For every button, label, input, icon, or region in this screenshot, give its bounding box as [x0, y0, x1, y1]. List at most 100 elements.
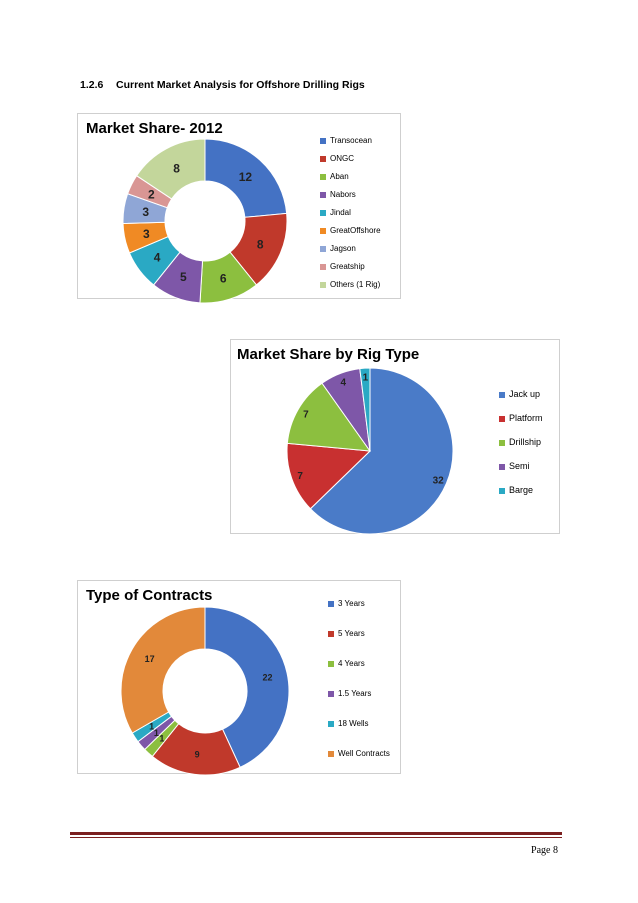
data-label-drillship: 7 — [303, 410, 309, 421]
slice-3-years — [204, 606, 290, 768]
legend-label: Jack up — [509, 389, 541, 399]
slice-transocean — [204, 138, 288, 218]
slice-barge — [359, 367, 371, 452]
legend-label: Semi — [509, 461, 530, 471]
legend-swatch — [328, 750, 334, 757]
legend-label: Aban — [330, 172, 349, 181]
legend-item-ongc: ONGC — [320, 154, 354, 163]
legend-label: Nabors — [330, 190, 356, 199]
data-label-aban: 6 — [220, 271, 227, 285]
chart-title: Market Share- 2012 — [86, 120, 223, 137]
legend-swatch — [320, 191, 326, 198]
legend-swatch — [499, 487, 505, 494]
slice-well-contracts — [120, 606, 206, 734]
data-label-barge: 1 — [363, 373, 369, 384]
legend-label: Drillship — [509, 437, 542, 447]
legend-item-aban: Aban — [320, 172, 349, 181]
legend-label: Barge — [509, 485, 534, 495]
legend-swatch — [320, 263, 326, 270]
legend-item-1-5-years: 1.5 Years — [328, 689, 371, 698]
legend-label: 4 Years — [338, 659, 365, 668]
legend-swatch — [320, 281, 326, 288]
legend-label: 5 Years — [338, 629, 365, 638]
legend-label: ONGC — [330, 154, 354, 163]
data-label-platform: 7 — [297, 471, 303, 482]
data-label-jindal: 4 — [154, 250, 161, 264]
legend-item-greatship: Greatship — [320, 262, 365, 271]
legend-item-drillship: Drillship — [499, 437, 541, 447]
data-label-jagson: 3 — [142, 205, 149, 219]
data-label-4-years: 1 — [159, 733, 164, 743]
data-label-greatoffshore: 3 — [143, 227, 150, 241]
legend-label: 1.5 Years — [338, 689, 372, 698]
legend-item-jindal: Jindal — [320, 208, 351, 217]
slice-drillship — [286, 382, 372, 452]
legend-swatch — [320, 155, 326, 162]
legend-item-others-1-rig: Others (1 Rig) — [320, 280, 380, 289]
legend-swatch — [328, 630, 334, 637]
legend-swatch — [499, 415, 505, 422]
chart-title: Type of Contracts — [86, 587, 213, 604]
data-label-others-1-rig: 8 — [173, 161, 180, 175]
legend-swatch — [499, 391, 505, 398]
section-title: Current Market Analysis for Offshore Dri… — [116, 79, 365, 91]
page-number: Page 8 — [531, 845, 558, 856]
data-label-3-years: 22 — [263, 672, 273, 682]
legend-swatch — [320, 137, 326, 144]
data-label-greatship: 2 — [148, 187, 155, 201]
data-label-1-5-years: 1 — [154, 728, 159, 738]
footer-rule-thin — [70, 837, 562, 838]
data-label-transocean: 12 — [239, 170, 253, 184]
legend-item-well-contracts: Well Contracts — [328, 749, 390, 758]
legend-item-jagson: Jagson — [320, 244, 356, 253]
legend-swatch — [328, 720, 334, 727]
legend-swatch — [328, 600, 334, 607]
legend-swatch — [320, 227, 326, 234]
legend-label: 3 Years — [338, 599, 365, 608]
legend-item-barge: Barge — [499, 485, 533, 495]
section-number: 1.2.6 — [80, 79, 104, 91]
legend-item-18-wells: 18 Wells — [328, 719, 369, 728]
slice-others-1-rig — [135, 138, 206, 200]
legend-label: Jagson — [330, 244, 356, 253]
legend-label: Well Contracts — [338, 749, 390, 758]
legend-item-5-years: 5 Years — [328, 629, 365, 638]
legend-item-transocean: Transocean — [320, 136, 372, 145]
legend-swatch — [320, 209, 326, 216]
legend-swatch — [328, 690, 334, 697]
legend-swatch — [320, 245, 326, 252]
legend-label: Jindal — [330, 208, 351, 217]
legend-item-nabors: Nabors — [320, 190, 356, 199]
legend-label: Platform — [509, 413, 543, 423]
legend-item-platform: Platform — [499, 413, 543, 423]
data-label-ongc: 8 — [257, 238, 264, 252]
legend-label: GreatOffshore — [330, 226, 381, 235]
legend-swatch — [499, 463, 505, 470]
footer-rule — [70, 832, 562, 835]
legend-swatch — [499, 439, 505, 446]
section-heading: 1.2.6 Current Market Analysis for Offshor… — [80, 79, 365, 91]
slice-jack-up — [309, 367, 454, 535]
data-label-semi: 4 — [340, 377, 346, 388]
legend-item-greatoffshore: GreatOffshore — [320, 226, 381, 235]
slice-platform — [286, 442, 372, 510]
data-label-nabors: 5 — [180, 270, 187, 284]
data-label-well-contracts: 17 — [145, 654, 155, 664]
legend-swatch — [328, 660, 334, 667]
legend-item-3-years: 3 Years — [328, 599, 365, 608]
legend-label: Greatship — [330, 262, 365, 271]
data-label-18-wells: 1 — [149, 722, 154, 732]
legend-label: Transocean — [330, 136, 372, 145]
data-label-5-years: 9 — [195, 750, 200, 760]
chart-title: Market Share by Rig Type — [237, 346, 420, 363]
data-label-jack-up: 32 — [433, 475, 445, 486]
legend-label: Others (1 Rig) — [330, 280, 381, 289]
legend-item-semi: Semi — [499, 461, 530, 471]
legend-label: 18 Wells — [338, 719, 369, 728]
legend-item-4-years: 4 Years — [328, 659, 365, 668]
legend-swatch — [320, 173, 326, 180]
legend-item-jack-up: Jack up — [499, 389, 540, 399]
